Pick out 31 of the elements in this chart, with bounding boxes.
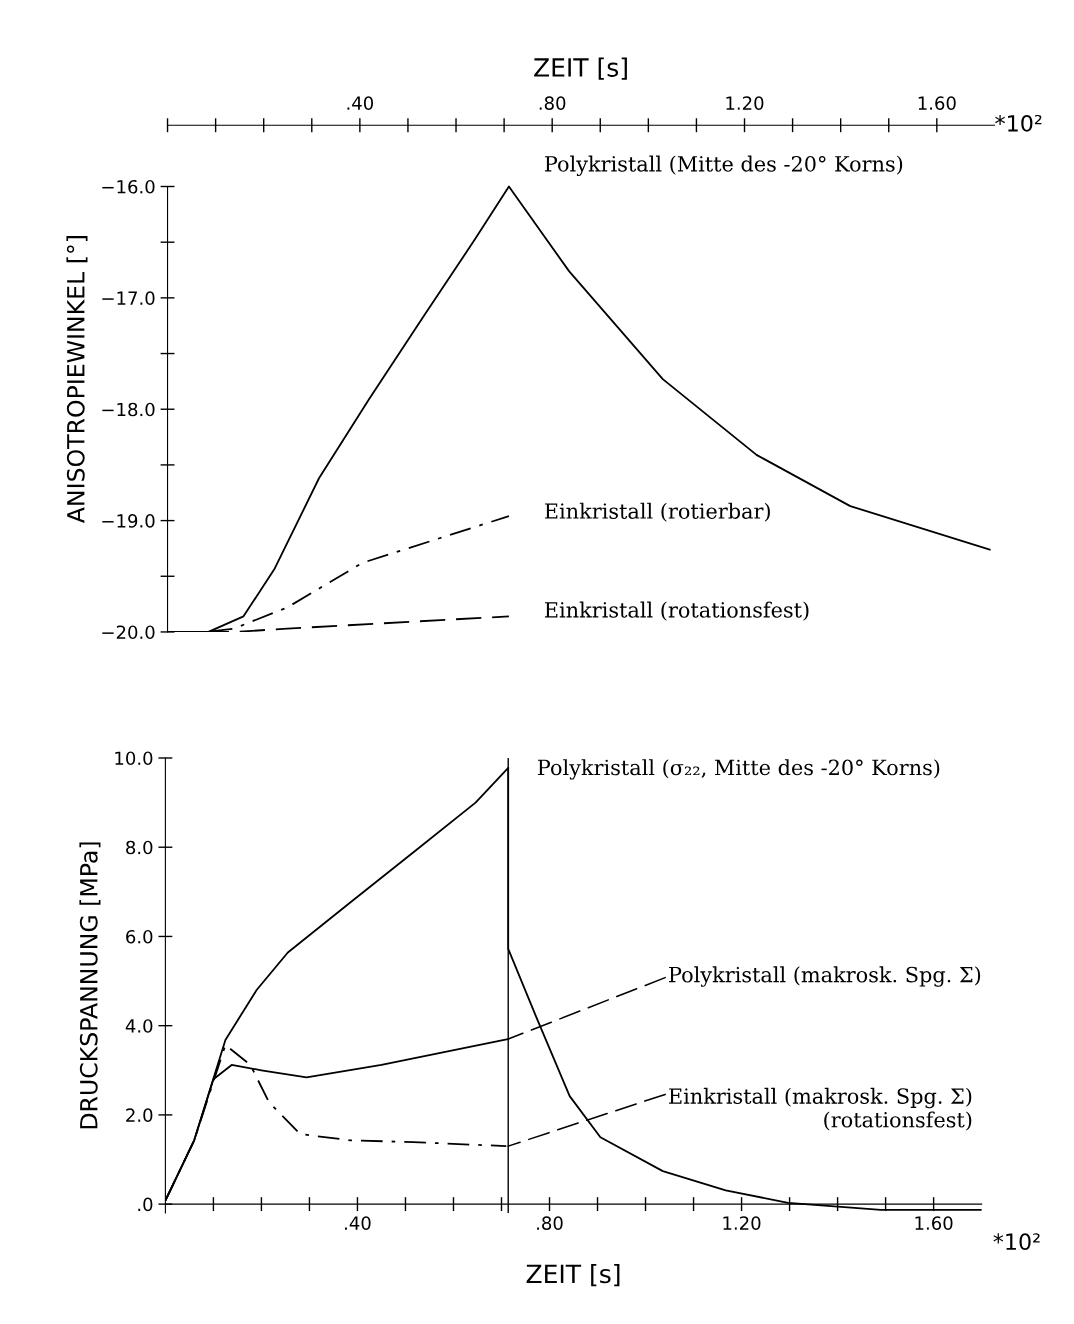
annotation: Polykristall (σ₂₂, Mitte des -20° Korns) bbox=[537, 759, 940, 780]
y-tick-label: 4.0 bbox=[125, 1019, 153, 1033]
annotation: Einkristall (makrosk. Spg. Σ) (rotationsfest) bbox=[669, 1087, 972, 1131]
text: *10² bbox=[993, 1233, 1040, 1251]
x-tick-label: .40 bbox=[347, 96, 374, 110]
y-tick-label: −17.0 bbox=[102, 291, 155, 305]
annotation: Einkristall (rotierbar) bbox=[544, 502, 770, 522]
annotation: Polykristall (Mitte des -20° Korns) bbox=[544, 155, 903, 177]
x-axis-title: ZEIT [s] bbox=[526, 1263, 620, 1287]
x-tick-label: .80 bbox=[537, 1216, 563, 1230]
y-tick-label: −19.0 bbox=[102, 514, 155, 528]
y-tick-label: 10.0 bbox=[115, 751, 153, 766]
y-tick-label: .0 bbox=[138, 1197, 153, 1212]
x-tick-label: 1.20 bbox=[726, 96, 764, 110]
annotation: Polykristall (makrosk. Spg. Σ) bbox=[669, 966, 981, 987]
x-axis-title: ZEIT [s] bbox=[534, 57, 627, 80]
y-tick-label: −20.0 bbox=[102, 625, 155, 640]
y-tick-label: 2.0 bbox=[126, 1108, 153, 1123]
y-axis-title: ANISOTROPIEWINKEL [°] bbox=[66, 236, 88, 523]
x-tick-label: 1.60 bbox=[915, 1216, 953, 1230]
x-tick-label: 1.60 bbox=[918, 96, 956, 110]
y-tick-label: 8.0 bbox=[126, 840, 153, 855]
x-tick-label: .80 bbox=[539, 96, 566, 110]
text: *10² bbox=[995, 114, 1042, 132]
y-axis-title: DRUCKSPANNUNG [MPa] bbox=[79, 842, 101, 1129]
y-tick-label: −16.0 bbox=[102, 179, 155, 194]
x-tick-label: .40 bbox=[345, 1216, 371, 1230]
annotation: Einkristall (rotationsfest) bbox=[544, 601, 809, 621]
x-tick-label: 1.20 bbox=[723, 1216, 761, 1230]
y-tick-label: −18.0 bbox=[102, 402, 155, 417]
y-tick-label: 6.0 bbox=[126, 929, 153, 944]
